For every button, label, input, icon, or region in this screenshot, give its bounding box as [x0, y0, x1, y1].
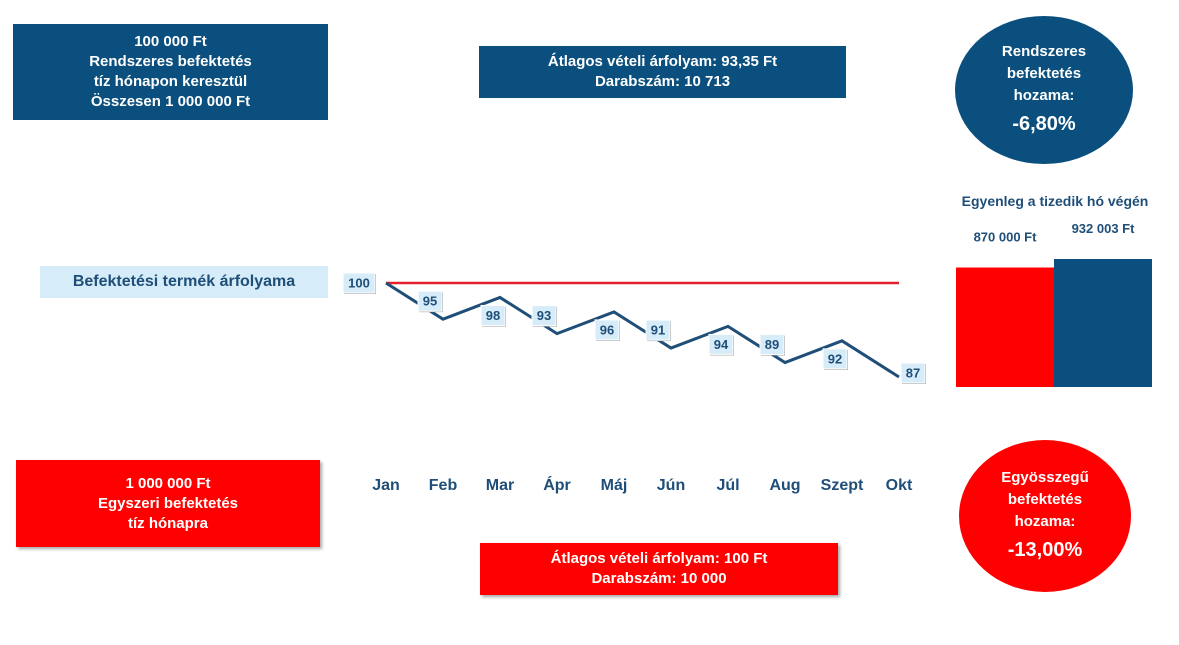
data-label: 98 — [480, 304, 506, 327]
periodic-return-line1: Rendszeres — [1001, 43, 1087, 60]
data-label-box — [480, 304, 506, 326]
data-label-box — [822, 348, 848, 370]
data-label-box — [594, 319, 620, 341]
lump-sum-box: 1 000 000 Ft Egyszeri befektetés tíz hón… — [16, 460, 320, 547]
periodic-return-circle: Rendszeres befektetés hozama: -6,80% — [955, 16, 1133, 164]
periodic-investment-box: 100 000 Ft Rendszeres befektetés tíz hón… — [13, 24, 328, 120]
lump-sum-average-price: Átlagos vételi árfolyam: 100 Ft — [550, 550, 768, 567]
x-tick-label: Máj — [601, 477, 628, 494]
data-label-box — [417, 290, 443, 312]
periodic-average-box: Átlagos vételi árfolyam: 93,35 Ft Darabs… — [479, 46, 846, 98]
x-tick-label: Mar — [486, 477, 514, 494]
periodic-return-line2: befektetés — [1006, 65, 1082, 82]
lump-sum-unit-count: Darabszám: 10 000 — [591, 570, 727, 587]
data-label-text: 95 — [423, 294, 437, 309]
data-label-text: 98 — [486, 308, 500, 323]
balance-bar-label: 932 003 Ft — [1072, 221, 1136, 236]
data-label: 95 — [417, 290, 443, 313]
periodic-unit-count: Darabszám: 10 713 — [594, 73, 731, 90]
periodic-average-price: Átlagos vételi árfolyam: 93,35 Ft — [547, 53, 778, 70]
lump-sum-return-value: -13,00% — [1007, 539, 1083, 561]
lump-sum-duration: tíz hónapra — [127, 514, 208, 532]
data-label: 89 — [759, 334, 785, 356]
data-label-text: 94 — [714, 337, 729, 352]
periodic-title: Rendszeres befektetés — [89, 53, 252, 70]
data-label-text: 91 — [651, 323, 665, 338]
data-label: 100 — [342, 272, 376, 294]
lump-sum-return-line2: befektetés — [1007, 491, 1083, 508]
data-label: 87 — [900, 362, 926, 384]
lump-sum-return-circle: Egyösszegű befektetés hozama: -13,00% — [959, 440, 1131, 592]
data-label-box — [759, 334, 785, 356]
lump-sum-return-line1: Egyösszegű — [1001, 469, 1089, 486]
data-label: 93 — [531, 305, 557, 327]
data-label: 92 — [822, 348, 848, 370]
x-tick-label: Júl — [716, 477, 739, 494]
data-label-text: 93 — [537, 308, 551, 323]
x-tick-label: Szept — [821, 477, 864, 494]
x-tick-label: Okt — [886, 477, 913, 494]
data-label: 96 — [594, 319, 620, 341]
x-tick-label: Jan — [372, 477, 400, 494]
lump-sum-average-box: Átlagos vételi árfolyam: 100 Ft Darabszá… — [480, 543, 838, 595]
data-label-text: 87 — [906, 366, 920, 381]
periodic-total: Összesen 1 000 000 Ft — [90, 93, 251, 110]
lump-sum-title: Egyszeri befektetés — [97, 494, 239, 512]
lump-sum-amount: 1 000 000 Ft — [125, 474, 211, 492]
data-label-box — [645, 319, 671, 341]
balance-bar — [956, 267, 1054, 387]
periodic-return-line3: hozama: — [1013, 87, 1075, 104]
price-label: Befektetési termék árfolyama — [40, 266, 328, 298]
data-label-box — [342, 272, 376, 294]
balance-title: Egyenleg a tizedik hó végén — [961, 193, 1149, 209]
periodic-amount: 100 000 Ft — [134, 33, 207, 50]
balance-bar — [1054, 259, 1152, 387]
x-tick-label: Jún — [657, 477, 685, 494]
data-label-box — [900, 362, 926, 384]
periodic-duration: tíz hónapon keresztül — [93, 73, 248, 90]
data-label-box — [708, 333, 734, 355]
data-label-text: 89 — [765, 337, 779, 352]
data-label-text: 92 — [828, 351, 842, 366]
x-tick-label: Aug — [769, 477, 800, 494]
data-label-box — [531, 305, 557, 327]
data-label: 94 — [708, 333, 734, 356]
balance-bar-label: 870 000 Ft — [974, 230, 1038, 245]
data-label: 91 — [645, 319, 671, 342]
periodic-return-value: -6,80% — [1012, 113, 1076, 135]
x-tick-label: Feb — [429, 477, 458, 494]
data-label-text: 96 — [600, 322, 614, 337]
price-line — [385, 281, 900, 379]
x-tick-label: Ápr — [543, 475, 571, 494]
lump-sum-return-line3: hozama: — [1014, 513, 1076, 530]
data-label-text: 100 — [348, 276, 370, 291]
